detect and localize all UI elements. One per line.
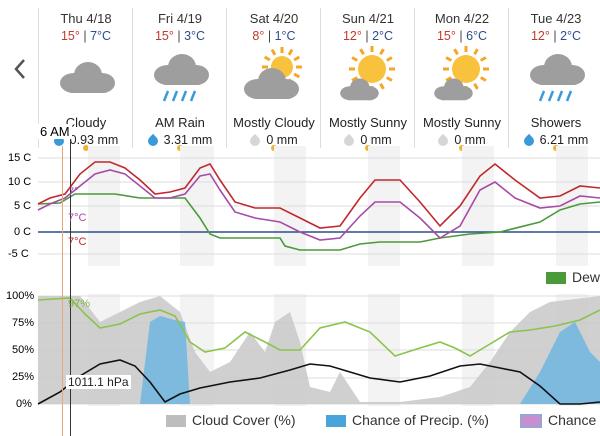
time-marker-label: 6 AM — [38, 124, 72, 139]
day-precip: 0 mm — [321, 133, 415, 149]
day-date: Mon 4/22 — [434, 11, 490, 26]
day-high: 8° — [252, 29, 265, 43]
temperature-chart — [37, 157, 600, 255]
current-time-highlight — [62, 146, 63, 436]
legend-chance-other[interactable]: Chance — [520, 412, 596, 429]
current-time-line[interactable] — [70, 140, 71, 436]
rain-cloud-icon — [133, 45, 227, 115]
day-condition: Mostly Sunny — [328, 115, 408, 130]
day-card[interactable]: Sun 4/21 12° | 2°C Mostly Sunny 0 mm — [320, 8, 415, 151]
day-high: 12° — [530, 29, 550, 43]
day-low: 7°C — [90, 29, 112, 43]
day-condition: AM Rain — [155, 115, 205, 130]
day-temps: 12° | 2°C — [342, 29, 394, 43]
day-condition: Mostly Sunny — [422, 115, 502, 130]
temp-tick-0: 0 C — [14, 226, 32, 238]
humidity-chart — [37, 295, 600, 405]
day-low: 2°C — [372, 29, 394, 43]
legend-chance-precip[interactable]: Chance of Precip. (%) — [326, 412, 489, 428]
hum-tick-50: 50% — [12, 344, 35, 356]
hum-tick-75: 75% — [12, 317, 35, 329]
day-forecast-strip: Thu 4/18 15° | 7°C Cloudy 0.93 mm Fri 4/… — [38, 8, 600, 151]
day-condition: Cloudy — [65, 115, 107, 130]
pressure-label: 1011.1 hPa — [66, 375, 131, 389]
temp-tick-5: 5 C — [14, 200, 32, 212]
day-temps: 15° | 6°C — [436, 29, 488, 43]
day-condition: Showers — [530, 115, 582, 130]
pressure-line — [37, 359, 600, 405]
sun-marker-icon — [83, 145, 89, 151]
temp-tick-15: 15 C — [8, 152, 32, 164]
day-high: 15° — [154, 29, 174, 43]
chevron-left-icon — [14, 59, 25, 79]
day-card[interactable]: Tue 4/23 12° | 2°C Showers 6.21 mm — [508, 8, 600, 151]
day-low: 1°C — [274, 29, 296, 43]
day-date: Fri 4/19 — [157, 11, 203, 26]
current-temp-label: 7°C — [68, 236, 87, 248]
day-temps: 12° | 2°C — [530, 29, 582, 43]
day-precip: 3.31 mm — [133, 133, 227, 149]
feels-like-line — [37, 169, 600, 241]
day-temps: 15° | 3°C — [154, 29, 206, 43]
legend-dew[interactable]: Dew — [546, 269, 600, 285]
mostly-sunny-icon — [415, 45, 509, 115]
chance-other-swatch — [520, 414, 542, 429]
mostly-cloudy-icon — [227, 45, 321, 115]
day-card[interactable]: Thu 4/18 15° | 7°C Cloudy 0.93 mm — [38, 8, 133, 151]
day-date: Thu 4/18 — [60, 11, 112, 26]
temperature-line — [37, 161, 600, 229]
hum-tick-0: 0% — [16, 398, 32, 410]
day-low: 3°C — [184, 29, 206, 43]
day-date: Sun 4/21 — [341, 11, 395, 26]
day-condition: Mostly Cloudy — [233, 115, 315, 130]
day-low: 6°C — [466, 29, 488, 43]
day-high: 15° — [60, 29, 80, 43]
hum-tick-25: 25% — [12, 371, 35, 383]
day-precip: 0 mm — [227, 133, 321, 149]
day-temps: 8° | 1°C — [252, 29, 296, 43]
current-humidity-label: 97% — [68, 298, 91, 310]
cloudy-icon — [39, 45, 133, 115]
chance-precip-swatch — [326, 415, 346, 428]
day-date: Tue 4/23 — [530, 11, 582, 26]
humidity-line — [37, 297, 600, 357]
day-temps: 15° | 7°C — [60, 29, 112, 43]
temp-tick-10: 10 C — [8, 176, 32, 188]
cloud-cover-swatch — [166, 415, 186, 428]
day-card[interactable]: Sat 4/20 8° | 1°C Mostly Cloudy 0 mm — [226, 8, 321, 151]
day-high: 15° — [436, 29, 456, 43]
legend-cloud-cover[interactable]: Cloud Cover (%) — [166, 412, 295, 428]
showers-icon — [509, 45, 600, 115]
day-precip: 0 mm — [415, 133, 509, 149]
dewpoint-line — [37, 193, 600, 251]
day-precip: 6.21 mm — [509, 133, 600, 149]
current-temp-top-label: 7° — [68, 186, 79, 198]
day-date: Sat 4/20 — [249, 11, 299, 26]
hum-tick-100: 100% — [6, 290, 35, 302]
previous-arrow-button[interactable] — [10, 54, 30, 84]
dew-swatch — [546, 272, 566, 285]
mostly-sunny-icon — [321, 45, 415, 115]
day-card[interactable]: Fri 4/19 15° | 3°C AM Rain 3.31 mm — [132, 8, 227, 151]
forecast-charts — [37, 146, 600, 406]
day-low: 2°C — [560, 29, 582, 43]
day-card[interactable]: Mon 4/22 15° | 6°C Mostly Sunny 0 mm — [414, 8, 509, 151]
chance-precip-area — [38, 316, 600, 404]
current-feels-label: 7°C — [68, 212, 87, 224]
temp-tick-neg5: -5 C — [8, 248, 29, 260]
day-high: 12° — [342, 29, 362, 43]
day-precip: 0.93 mm — [39, 133, 133, 149]
